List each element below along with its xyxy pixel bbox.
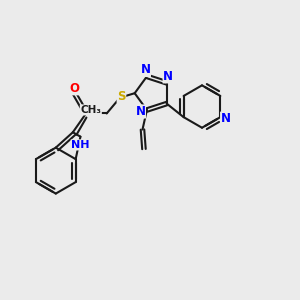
Text: O: O	[70, 82, 80, 95]
Text: N: N	[220, 112, 231, 125]
Text: N: N	[135, 105, 146, 118]
Text: NH: NH	[71, 140, 90, 150]
Text: N: N	[140, 63, 150, 76]
Text: N: N	[163, 70, 173, 83]
Text: CH₃: CH₃	[80, 105, 101, 115]
Text: S: S	[117, 90, 126, 103]
